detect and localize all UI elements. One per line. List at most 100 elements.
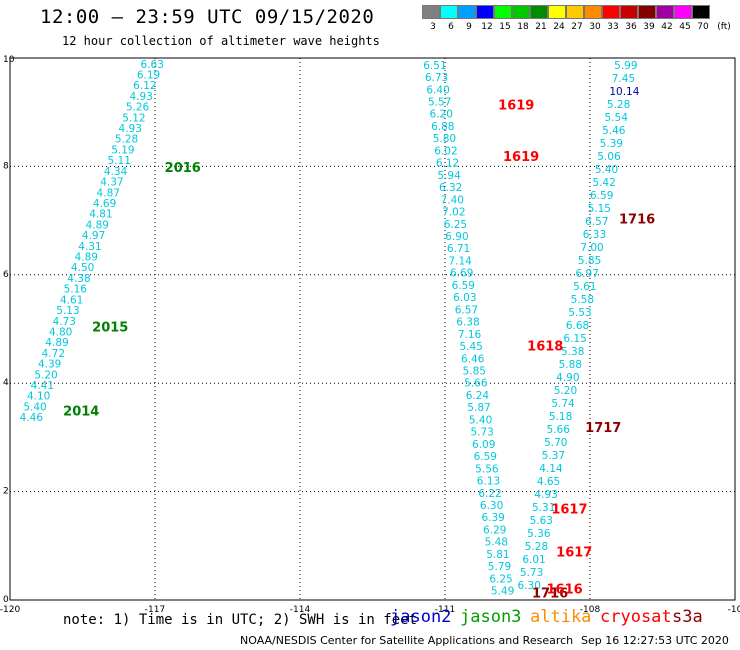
color-bin-label: 39 (643, 22, 655, 32)
wave-height-value: 4.93 (130, 91, 153, 103)
wave-height-value: 5.11 (108, 155, 131, 167)
wave-height-value: 5.40 (595, 164, 618, 176)
wave-height-value: 6.59 (452, 280, 475, 292)
x-tick-label: -108 (580, 605, 601, 615)
credit-line: NOAA/NESDIS Center for Satellite Applica… (240, 634, 574, 647)
wave-height-value: 6.59 (474, 451, 497, 463)
wave-height-value: 4.14 (539, 463, 563, 475)
wave-height-value: 5.38 (561, 346, 584, 358)
wave-height-value: 6.30 (480, 500, 503, 512)
wave-height-value: 6.57 (455, 304, 478, 316)
wave-height-value: 4.81 (89, 209, 112, 221)
x-tick-label: -10 (728, 605, 740, 615)
wave-height-value: 6.68 (566, 320, 589, 332)
wave-height-value: 6.15 (563, 333, 586, 345)
color-bin-swatch (458, 5, 476, 19)
wave-height-value: 5.53 (568, 307, 591, 319)
wave-height-value: 4.34 (104, 166, 128, 178)
x-tick-label: -117 (145, 605, 165, 615)
wave-height-value: 4.38 (67, 273, 90, 285)
color-bin-swatch (584, 5, 602, 19)
mission-label-altika: altika (530, 607, 592, 627)
wave-height-value: 5.49 (491, 586, 514, 598)
wave-height-value: 6.22 (478, 488, 501, 500)
wave-height-value: 6.29 (483, 524, 506, 536)
wave-height-value: 6.25 (489, 573, 512, 585)
wave-height-value: 5.85 (463, 366, 486, 378)
wave-height-value: 5.12 (122, 112, 145, 124)
wave-height-value: 5.99 (614, 60, 637, 72)
wave-height-value: 6.13 (477, 476, 500, 488)
wave-height-value: 5.79 (488, 561, 511, 573)
color-bin-label: 9 (466, 22, 472, 32)
wave-height-value: 5.74 (551, 398, 575, 410)
color-bin-swatch (530, 5, 548, 19)
wave-height-value: 4.69 (93, 198, 116, 210)
wave-height-value: 5.57 (428, 97, 451, 109)
wave-height-value: 4.46 (20, 412, 44, 424)
wave-height-value: 6.39 (481, 512, 504, 524)
color-bin-swatch (566, 5, 584, 19)
wave-height-value: 4.93 (119, 123, 142, 135)
color-bin-label: 21 (535, 22, 547, 32)
wave-height-value: 4.37 (100, 177, 123, 189)
color-bin-label: 3 (430, 22, 436, 32)
wave-height-value: 4.73 (53, 316, 76, 328)
wave-height-value: 5.66 (464, 378, 488, 390)
wave-height-value: 4.89 (45, 337, 68, 349)
wave-height-value: 5.31 (532, 502, 555, 514)
wave-height-value: 5.16 (64, 284, 88, 296)
color-bin-label: 27 (571, 22, 583, 32)
y-tick-label: 2 (3, 487, 9, 497)
wave-height-value: 6.03 (453, 292, 476, 304)
wave-height-value: 5.40 (23, 401, 46, 413)
wave-height-value: 7.02 (442, 207, 465, 219)
y-tick-label: 0 (3, 595, 9, 605)
wave-height-value: 6.97 (576, 268, 599, 280)
wave-height-value: 4.97 (82, 230, 105, 242)
wave-height-value: 4.87 (97, 187, 120, 199)
wave-height-value: 4.39 (38, 359, 61, 371)
wave-height-value: 5.63 (530, 515, 553, 527)
wave-height-value: 7.45 (612, 73, 635, 85)
color-bin-label: 24 (553, 22, 565, 32)
wave-height-value: 5.36 (527, 528, 551, 540)
x-tick-label: -114 (290, 605, 311, 615)
wave-height-value: 4.90 (556, 372, 579, 384)
wave-height-value: 6.25 (444, 219, 467, 231)
wave-height-value: 4.89 (86, 219, 109, 231)
wave-height-value: 5.13 (56, 305, 79, 317)
wave-height-value: 5.28 (115, 134, 138, 146)
wave-height-value: 5.45 (459, 341, 482, 353)
track-time-annotation: 1618 (527, 340, 563, 355)
wave-height-value: 5.81 (486, 549, 509, 561)
color-bin-label: 30 (589, 22, 601, 32)
color-bin-swatch (602, 5, 620, 19)
track-time-annotation: 1717 (585, 421, 621, 436)
wave-height-value: 7.40 (441, 194, 464, 206)
y-tick-label: 10 (3, 55, 15, 65)
wave-height-value: 4.61 (60, 294, 83, 306)
wave-height-value: 7.00 (580, 242, 603, 254)
wave-height-value: 6.88 (431, 121, 454, 133)
wave-height-value: 5.85 (578, 255, 601, 267)
wave-height-value: 4.72 (42, 348, 65, 360)
wave-height-value: 5.18 (549, 411, 572, 423)
wave-height-value: 4.10 (27, 391, 50, 403)
color-bin-swatch (656, 5, 674, 19)
track-time-annotation: 2014 (63, 405, 99, 420)
y-tick-label: 6 (3, 270, 9, 280)
wave-height-value: 7.14 (448, 255, 472, 267)
wave-height-value: 6.59 (590, 190, 613, 202)
color-bin-label: 45 (679, 22, 691, 32)
track-time-annotation: 1617 (556, 546, 592, 561)
wave-height-value: 4.50 (71, 262, 94, 274)
wave-height-value: 5.88 (559, 359, 582, 371)
wave-height-value: 5.61 (573, 281, 596, 293)
wave-height-value: 6.51 (423, 60, 446, 72)
chart-title: 12:00 – 23:59 UTC 09/15/2020 (40, 6, 375, 28)
wave-height-value: 6.02 (434, 145, 457, 157)
y-tick-label: 4 (3, 378, 9, 388)
wave-height-value: 5.56 (475, 463, 499, 475)
